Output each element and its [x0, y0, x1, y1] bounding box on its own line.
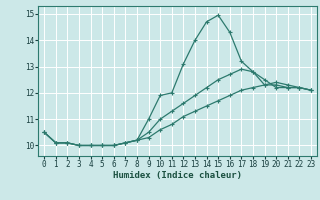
X-axis label: Humidex (Indice chaleur): Humidex (Indice chaleur) — [113, 171, 242, 180]
